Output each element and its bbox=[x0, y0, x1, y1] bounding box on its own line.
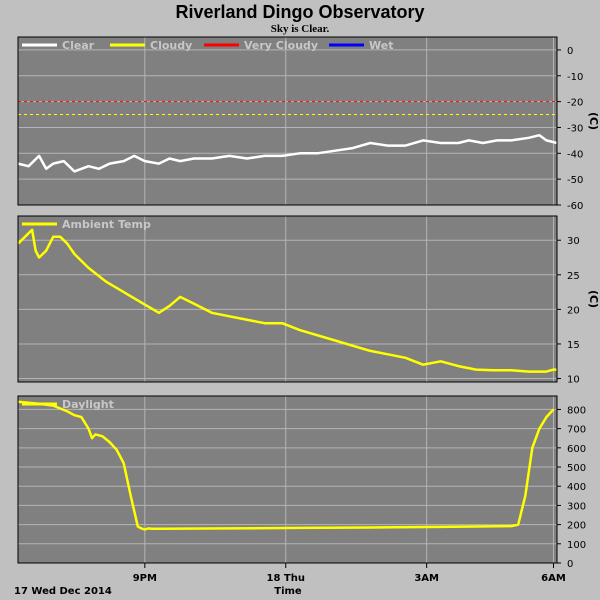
y-tick-label: 400 bbox=[567, 482, 586, 493]
panel-background bbox=[18, 216, 557, 382]
y-tick-label: 10 bbox=[567, 375, 580, 386]
panel-frame bbox=[17, 395, 558, 564]
panel-frame bbox=[17, 215, 558, 383]
x-axis-label: Time bbox=[274, 586, 302, 597]
series-line-clear bbox=[17, 133, 558, 173]
y-tick-label: 100 bbox=[567, 540, 586, 551]
legend-label: Wet bbox=[369, 39, 393, 52]
y-tick-label: -20 bbox=[567, 98, 583, 109]
y-axis-unit: (C) bbox=[587, 112, 600, 130]
panel-daylight: 800 700 600 500 400 300 200 100 0 Daylight bbox=[17, 395, 586, 570]
y-tick-label: 200 bbox=[567, 521, 586, 532]
y-tick-label: -40 bbox=[567, 149, 583, 160]
y-tick-label: 0 bbox=[567, 559, 573, 570]
x-tick-label: 18 Thu bbox=[267, 573, 305, 584]
y-axis-unit: (C) bbox=[587, 290, 600, 308]
y-tick-label: 800 bbox=[567, 405, 586, 416]
panel-background bbox=[18, 396, 557, 563]
y-tick-label: 20 bbox=[567, 305, 580, 316]
y-tick-label: 30 bbox=[567, 236, 580, 247]
chart-panels: 0 -10 -20 -30 -40 -50 -60 Clear Cloudy Very Cloud… bbox=[17, 36, 600, 584]
date-label: 17 Wed Dec 2014 bbox=[14, 586, 112, 597]
y-tick-label: -10 bbox=[567, 72, 583, 83]
y-tick-label: 700 bbox=[567, 425, 586, 436]
chart-subtitle: Sky is Clear. bbox=[271, 23, 330, 35]
panel-ambient: 30 25 20 15 10 Ambient Temp (C) bbox=[17, 215, 600, 386]
y-tick-label: -30 bbox=[567, 123, 583, 134]
x-tick-labels: 9PM 18 Thu 3AM 6AM bbox=[133, 563, 566, 584]
y-tick-label: 25 bbox=[567, 271, 580, 282]
chart-title: Riverland Dingo Observatory bbox=[175, 2, 424, 22]
x-tick-label: 3AM bbox=[414, 573, 439, 584]
y-tick-label: 600 bbox=[567, 444, 586, 455]
legend-label: Ambient Temp bbox=[62, 218, 151, 231]
y-tick-label: -50 bbox=[567, 175, 583, 186]
legend-label: Daylight bbox=[62, 398, 114, 411]
x-tick-label: 6AM bbox=[541, 573, 566, 584]
series-line-daylight bbox=[17, 400, 555, 531]
y-tick-label: 300 bbox=[567, 501, 586, 512]
legend-label: Clear bbox=[62, 39, 95, 52]
panel-background bbox=[18, 37, 557, 205]
series-line-ambient-temp bbox=[17, 228, 557, 373]
y-tick-label: 500 bbox=[567, 463, 586, 474]
legend-label: Cloudy bbox=[150, 39, 192, 52]
panel-frame bbox=[17, 36, 558, 206]
y-tick-label: 15 bbox=[567, 340, 580, 351]
legend-label: Very Cloudy bbox=[244, 39, 318, 52]
y-tick-label: -60 bbox=[567, 201, 583, 212]
x-tick-label: 9PM bbox=[133, 573, 157, 584]
panel-sky: 0 -10 -20 -30 -40 -50 -60 Clear Cloudy Very Cloud… bbox=[17, 36, 600, 212]
y-tick-label: 0 bbox=[567, 46, 573, 57]
